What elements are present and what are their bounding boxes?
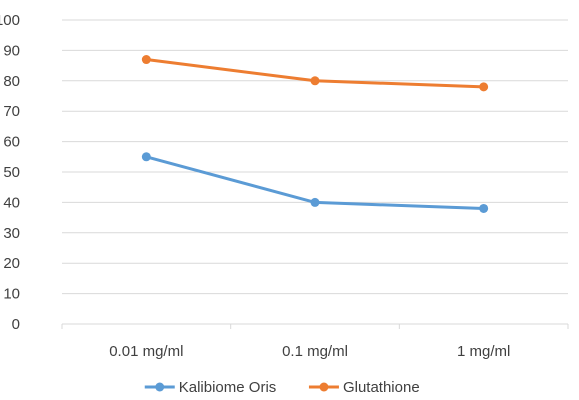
data-point [310, 197, 320, 207]
y-tick-label: 10 [3, 286, 20, 303]
y-tick-label: 0 [12, 316, 20, 333]
y-tick-label: 20 [3, 255, 20, 272]
y-tick-label: 90 [3, 42, 20, 59]
gridlines [62, 19, 568, 295]
data-point [479, 82, 489, 92]
legend-label: Glutathione [343, 379, 420, 396]
data-point [479, 203, 489, 213]
y-tick-label: 100 [0, 12, 20, 29]
data-point [310, 76, 320, 86]
x-tick-label: 0.01 mg/ml [109, 343, 183, 360]
x-axis [61, 323, 569, 329]
y-tick-label: 30 [3, 225, 20, 242]
y-tick-label: 40 [3, 194, 20, 211]
y-axis-tick-labels: 0 10 20 30 40 50 60 70 80 90 100 [0, 12, 20, 333]
legend-item-kalibiome-oris: Kalibiome Oris [144, 379, 277, 396]
data-point [141, 55, 151, 65]
series-kalibiome-oris [141, 152, 489, 213]
y-tick-label: 70 [3, 103, 20, 120]
legend-item-glutathione: Glutathione [308, 379, 420, 396]
legend-swatch-marker [319, 382, 329, 392]
data-point [141, 152, 151, 162]
x-tick-label: 1 mg/ml [457, 343, 510, 360]
y-tick-label: 60 [3, 134, 20, 151]
x-axis-tick-labels: 0.01 mg/ml 0.1 mg/ml 1 mg/ml [109, 343, 510, 360]
y-tick-label: 80 [3, 73, 20, 90]
legend-swatch-marker [155, 382, 165, 392]
x-tick-label: 0.1 mg/ml [282, 343, 348, 360]
series-lines [141, 55, 489, 213]
legend-label: Kalibiome Oris [179, 379, 277, 396]
y-tick-label: 50 [3, 164, 20, 181]
legend: Kalibiome Oris Glutathione [144, 379, 420, 396]
series-glutathione [141, 55, 489, 92]
